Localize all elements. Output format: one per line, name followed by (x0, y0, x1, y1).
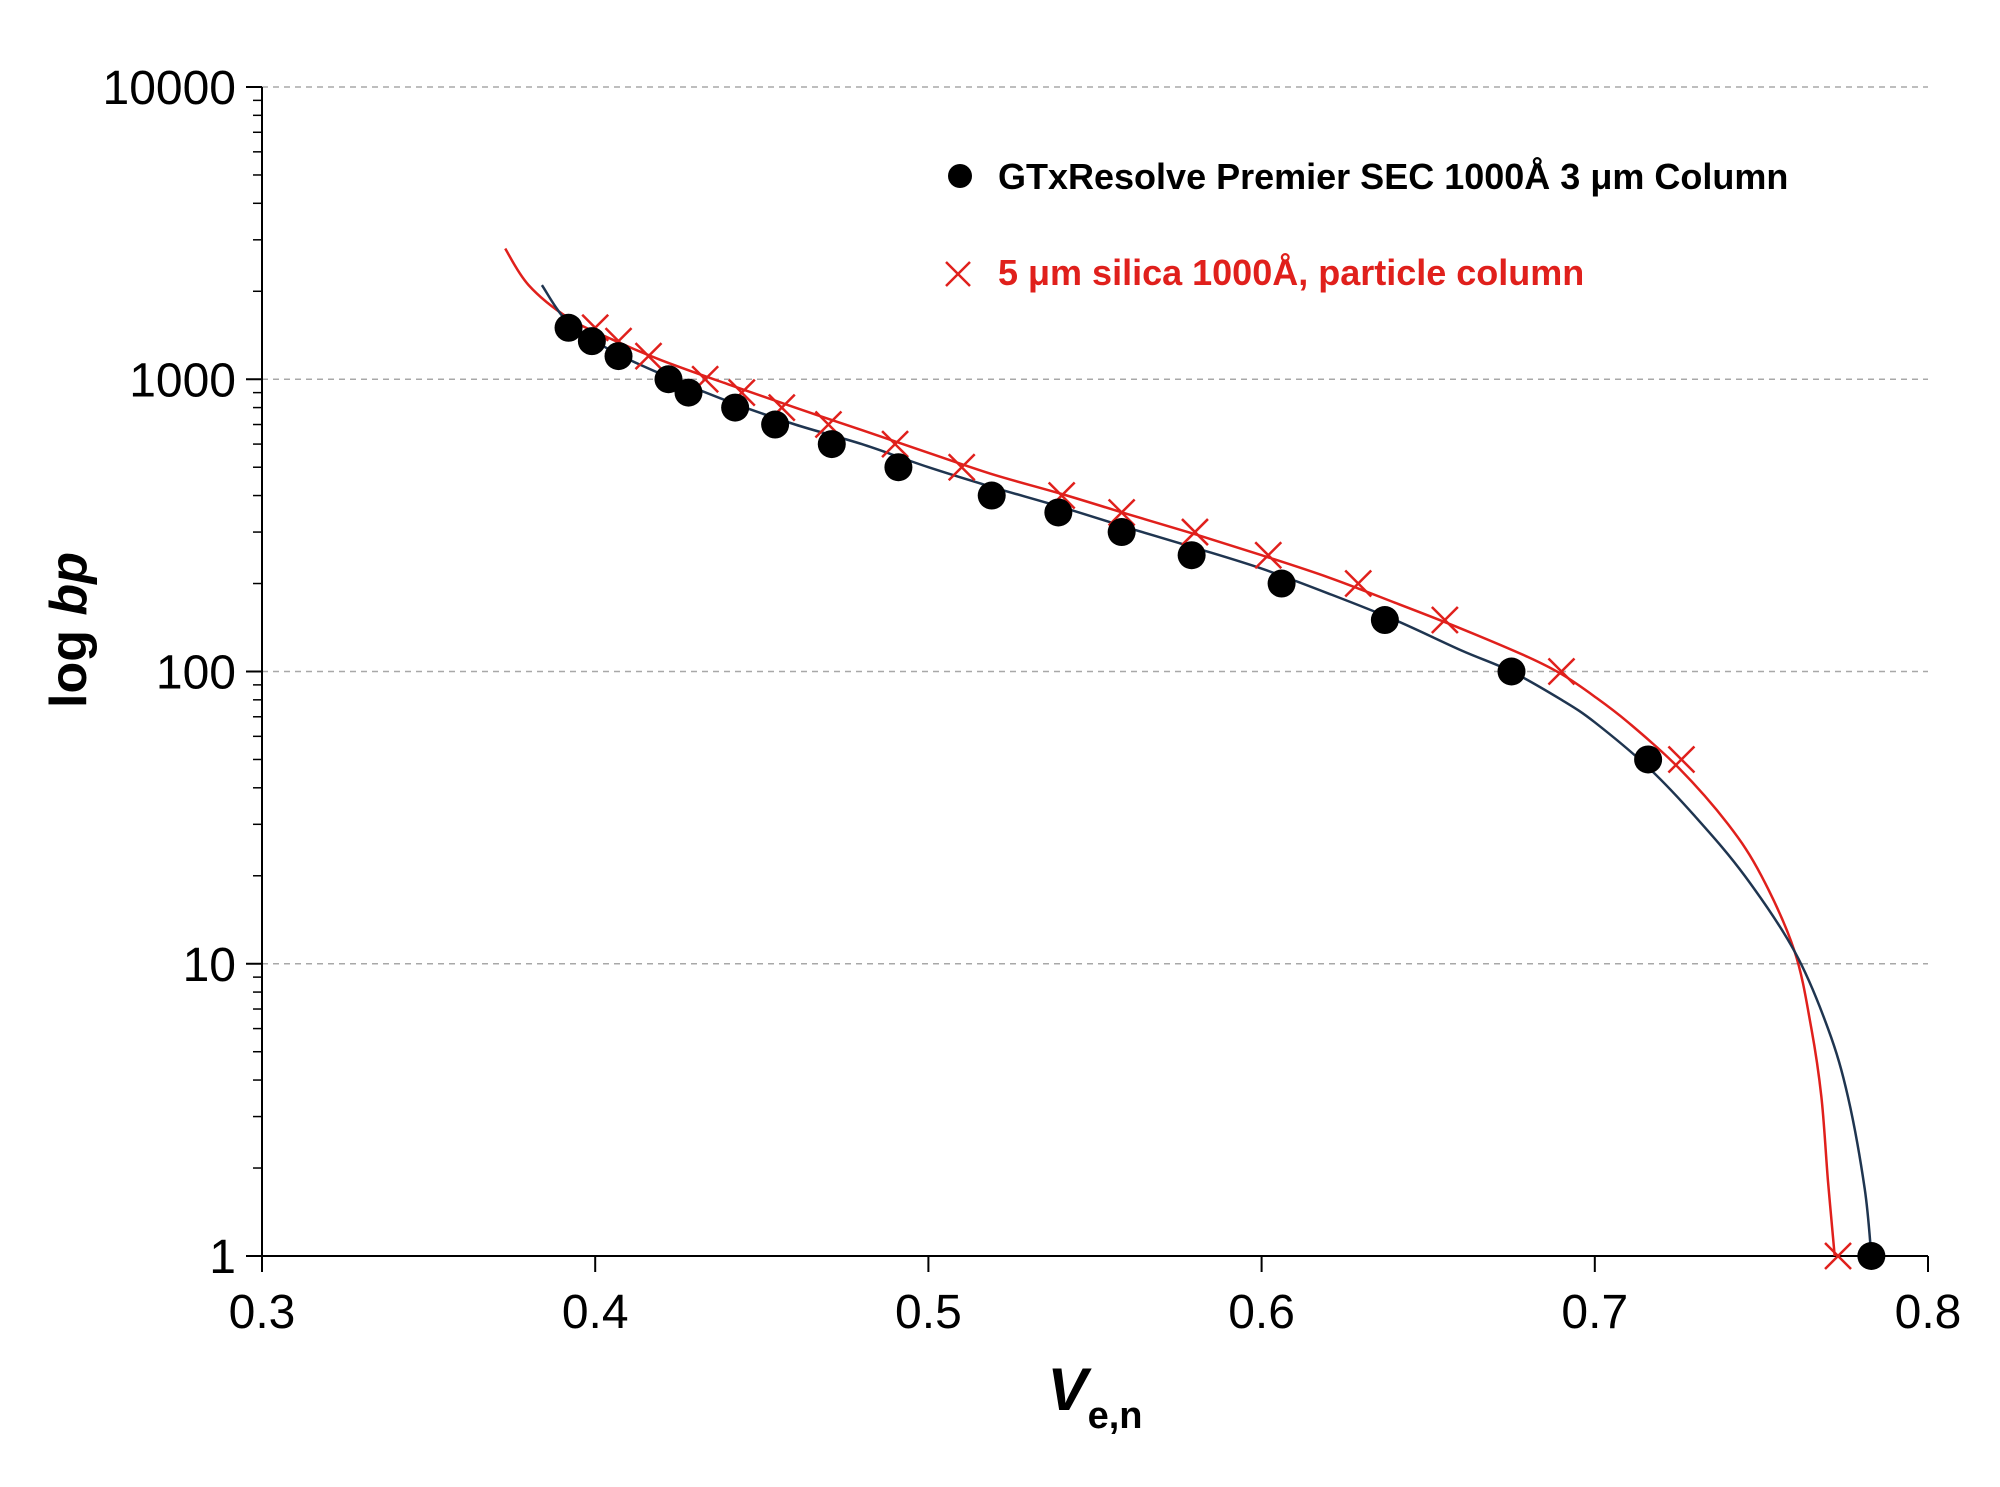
x-tick-label: 0.4 (562, 1286, 629, 1339)
data-point-circle (977, 481, 1006, 510)
fit-curve-series-2 (504, 247, 1836, 1257)
data-point-cross (1344, 569, 1373, 598)
data-point-circle (884, 453, 913, 482)
data-point-circle (1857, 1242, 1886, 1270)
x-tick-label: 0.7 (1561, 1286, 1628, 1339)
data-point-cross (1824, 1242, 1852, 1270)
legend: GTxResolve Premier SEC 1000Å 3 μm Column… (945, 156, 1788, 293)
data-point-circle (1177, 541, 1206, 570)
data-point-circle (721, 393, 750, 422)
data-point-circle (1634, 745, 1663, 774)
y-tick-label: 1 (209, 1231, 236, 1284)
y-tick-label: 10 (183, 939, 236, 992)
data-point-circle (1497, 657, 1526, 686)
axes (246, 86, 1929, 1272)
data-point-circle (674, 378, 703, 407)
data-point-cross (634, 342, 663, 370)
y-tick-label: 10000 (103, 62, 236, 115)
data-point-cross (1667, 745, 1696, 774)
x-axis-title-sub: e,n (1088, 1395, 1143, 1437)
data-point-circle (604, 342, 633, 371)
x-tick-label: 0.8 (1895, 1286, 1962, 1339)
data-point-circle (817, 430, 846, 459)
data-point-cross (881, 430, 909, 458)
y-axis-title-emph: bp (40, 552, 98, 616)
data-point-circle (654, 365, 683, 394)
data-point-circle (1044, 498, 1073, 527)
x-tick-label: 0.6 (1228, 1286, 1295, 1339)
legend-label-series-2: 5 μm silica 1000Å, particle column (998, 252, 1584, 293)
data-point-cross (1254, 541, 1283, 570)
fit-curves (504, 247, 1873, 1257)
y-axis-title-prefix: log (40, 616, 98, 708)
data-point-circle (1267, 569, 1296, 598)
x-tick-label: 0.3 (229, 1286, 296, 1339)
data-point-cross (947, 453, 976, 482)
y-axis-title: log bp (40, 552, 98, 708)
grid-lines (262, 86, 1928, 965)
y-tick-label: 100 (156, 647, 236, 700)
data-point-cross (1181, 518, 1209, 546)
data-point-cross (1430, 606, 1459, 634)
data-point-cross (1547, 657, 1576, 686)
legend-label-series-1: GTxResolve Premier SEC 1000Å 3 μm Column (998, 156, 1788, 197)
legend-marker-cross (945, 261, 971, 287)
data-point-circle (1107, 518, 1136, 547)
x-tick-label: 0.5 (895, 1286, 962, 1339)
x-axis-title-main: V (1048, 1356, 1093, 1423)
y-tick-label: 1000 (129, 354, 236, 407)
data-points (554, 313, 1886, 1270)
data-point-circle (761, 410, 790, 439)
tick-labels: 1 10 100 1000 10000 0.3 0.4 0.5 0.6 0.7 0.8 (103, 62, 1962, 1339)
data-point-circle (577, 327, 606, 356)
data-point-circle (554, 313, 583, 342)
x-axis-title: Ve,n (1048, 1356, 1143, 1437)
data-point-circle (1370, 606, 1399, 635)
legend-marker-circle (948, 164, 972, 188)
